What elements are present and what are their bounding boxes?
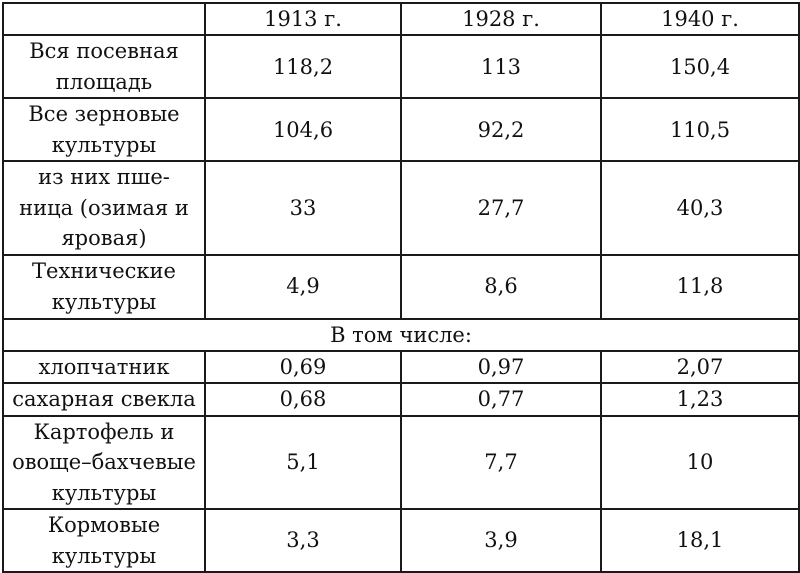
row-label-line: ница (озимая и — [19, 195, 189, 220]
value-cell: 0,68 — [204, 382, 402, 417]
row-label-line: культуры — [51, 480, 157, 505]
value-cell: 0,69 — [204, 349, 402, 385]
row-label: Все зерновые культуры — [2, 97, 206, 163]
value-cell: 104,6 — [204, 97, 402, 163]
table-row: Технические культуры 4,9 8,6 11,8 — [2, 253, 800, 320]
row-label-line: площадь — [55, 69, 153, 94]
table-row: Картофель и овоще–бахчевые культуры 5,1 … — [2, 414, 800, 511]
row-label: хлопчатник — [2, 349, 206, 385]
subheading-cell: В том числе: — [2, 317, 800, 352]
table-row: Кормовые культуры 3,3 3,9 18,1 — [2, 508, 800, 573]
row-label-line: культуры — [51, 543, 157, 568]
row-label-line: Кормовые — [47, 513, 161, 538]
value-cell: 3,3 — [204, 508, 402, 573]
value-cell: 5,1 — [204, 414, 402, 511]
value-cell: 1,23 — [600, 382, 800, 417]
value-cell: 10 — [600, 414, 800, 511]
value-cell: 150,4 — [600, 34, 800, 100]
row-label-line: Вся посевная — [29, 39, 179, 64]
row-label-line: сахарная свекла — [12, 387, 196, 412]
row-label: Вся посевная площадь — [2, 34, 206, 100]
row-label-line: из них пше- — [38, 165, 170, 190]
header-cell-1928: 1928 г. — [400, 1, 602, 37]
header-cell-1940: 1940 г. — [600, 1, 800, 37]
row-label: Картофель и овоще–бахчевые культуры — [2, 414, 206, 511]
row-label-line: Все зерновые — [28, 102, 180, 127]
row-label: Кормовые культуры — [2, 508, 206, 573]
subheading-row: В том числе: — [2, 317, 800, 352]
header-row: 1913 г. 1928 г. 1940 г. — [2, 1, 800, 37]
row-label: Технические культуры — [2, 253, 206, 320]
value-cell: 0,77 — [400, 382, 602, 417]
table-row: сахарная свекла 0,68 0,77 1,23 — [2, 382, 800, 417]
value-cell: 2,07 — [600, 349, 800, 385]
row-label-line: овоще–бахчевые — [12, 450, 196, 475]
row-label-line: хлопчатник — [38, 354, 170, 379]
table-row: Вся посевная площадь 118,2 113 150,4 — [2, 34, 800, 100]
header-cell-1913: 1913 г. — [204, 1, 402, 37]
row-label: сахарная свекла — [2, 382, 206, 417]
value-cell: 110,5 — [600, 97, 800, 163]
row-label: из них пше- ница (озимая и яровая) — [2, 160, 206, 256]
row-label-line: Картофель и — [33, 419, 175, 444]
value-cell: 40,3 — [600, 160, 800, 256]
row-label-line: Технические — [32, 259, 176, 284]
value-cell: 113 — [400, 34, 602, 100]
value-cell: 18,1 — [600, 508, 800, 573]
row-label-line: яровая) — [61, 226, 147, 251]
value-cell: 0,97 — [400, 349, 602, 385]
header-cell-empty — [2, 1, 206, 37]
value-cell: 33 — [204, 160, 402, 256]
value-cell: 8,6 — [400, 253, 602, 320]
table-row: хлопчатник 0,69 0,97 2,07 — [2, 349, 800, 385]
value-cell: 118,2 — [204, 34, 402, 100]
value-cell: 92,2 — [400, 97, 602, 163]
value-cell: 7,7 — [400, 414, 602, 511]
value-cell: 4,9 — [204, 253, 402, 320]
table-row: Все зерновые культуры 104,6 92,2 110,5 — [2, 97, 800, 163]
row-label-line: культуры — [51, 132, 157, 157]
table-row: из них пше- ница (озимая и яровая) 33 27… — [2, 160, 800, 256]
value-cell: 3,9 — [400, 508, 602, 573]
value-cell: 27,7 — [400, 160, 602, 256]
value-cell: 11,8 — [600, 253, 800, 320]
row-label-line: культуры — [51, 289, 157, 314]
